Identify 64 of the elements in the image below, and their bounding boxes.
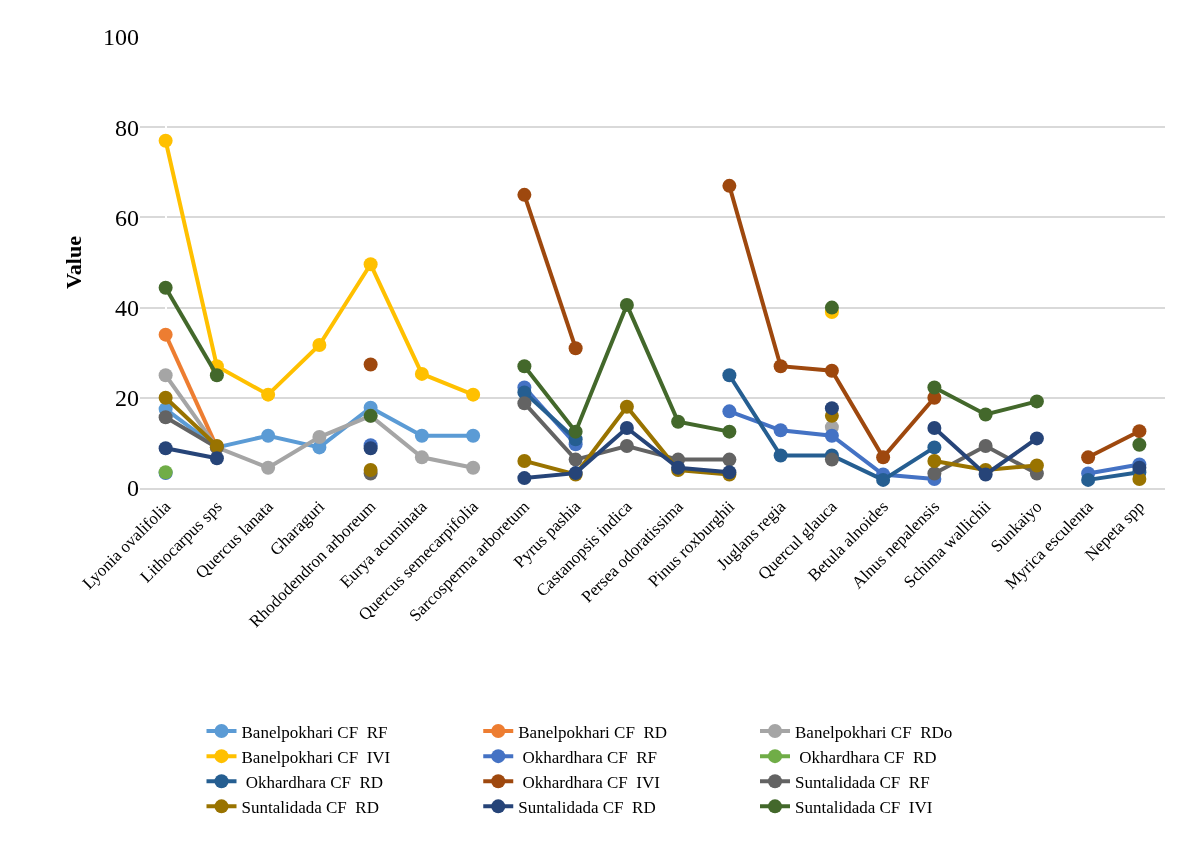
legend-label: Okhardhara CF RF bbox=[518, 747, 658, 767]
point bbox=[568, 424, 583, 439]
point bbox=[978, 467, 993, 482]
y-tick-label: 80 bbox=[115, 114, 139, 141]
point bbox=[1132, 471, 1147, 486]
legend-label: Banelpokhari CF IVI bbox=[241, 747, 391, 767]
point bbox=[158, 280, 173, 295]
point bbox=[261, 428, 276, 443]
point bbox=[158, 410, 173, 425]
legend-label: Suntalidada CF IVI bbox=[795, 797, 933, 817]
point bbox=[1029, 458, 1044, 473]
point bbox=[414, 450, 429, 465]
point bbox=[517, 396, 532, 411]
point bbox=[158, 327, 173, 342]
point bbox=[158, 390, 173, 405]
y-tick-label: 40 bbox=[115, 295, 139, 321]
point bbox=[978, 439, 993, 454]
point bbox=[363, 357, 378, 372]
point bbox=[671, 414, 686, 429]
legend-label: Okhardhara CF IVI bbox=[518, 772, 661, 792]
point bbox=[619, 399, 634, 414]
legend-label: Banelpokhari CF RD bbox=[518, 722, 667, 742]
point bbox=[466, 428, 481, 443]
legend-label: Banelpokhari CF RDo bbox=[795, 722, 953, 742]
point bbox=[363, 462, 378, 477]
y-tick-label: 100 bbox=[103, 24, 139, 51]
legend-label: Okhardhara CF RD bbox=[241, 772, 384, 792]
point bbox=[209, 368, 224, 383]
y-tick-label: 20 bbox=[115, 385, 139, 412]
point bbox=[1029, 394, 1044, 409]
point bbox=[1132, 437, 1147, 452]
legend-label: Okhardhara CF RD bbox=[795, 747, 937, 767]
point bbox=[517, 359, 532, 374]
point bbox=[261, 460, 276, 475]
point bbox=[1081, 450, 1096, 465]
y-tick-label: 60 bbox=[115, 204, 139, 231]
point bbox=[978, 407, 993, 422]
point bbox=[158, 368, 173, 383]
point bbox=[312, 430, 327, 445]
point bbox=[517, 453, 532, 468]
point bbox=[1081, 472, 1096, 487]
point bbox=[619, 421, 634, 436]
point bbox=[517, 187, 532, 202]
point bbox=[466, 387, 481, 402]
point bbox=[1132, 424, 1147, 439]
legend-label: Banelpokhari CF RF bbox=[241, 722, 388, 742]
point bbox=[158, 133, 173, 148]
point bbox=[466, 460, 481, 475]
legend-label: Suntalidada CF RD bbox=[518, 797, 656, 817]
point bbox=[312, 338, 327, 353]
point bbox=[619, 297, 634, 312]
point bbox=[1029, 431, 1044, 446]
point bbox=[568, 452, 583, 467]
point bbox=[568, 341, 583, 356]
point bbox=[363, 257, 378, 272]
legend-label: Suntalidada CF RD bbox=[241, 797, 379, 817]
y-tick-label: 0 bbox=[127, 475, 139, 502]
legend-label: Suntalidada CF RF bbox=[795, 772, 930, 792]
point bbox=[414, 366, 429, 381]
point bbox=[619, 439, 634, 454]
point bbox=[517, 471, 532, 486]
point bbox=[261, 387, 276, 402]
point bbox=[414, 428, 429, 443]
y-axis-title: Value bbox=[60, 235, 86, 289]
